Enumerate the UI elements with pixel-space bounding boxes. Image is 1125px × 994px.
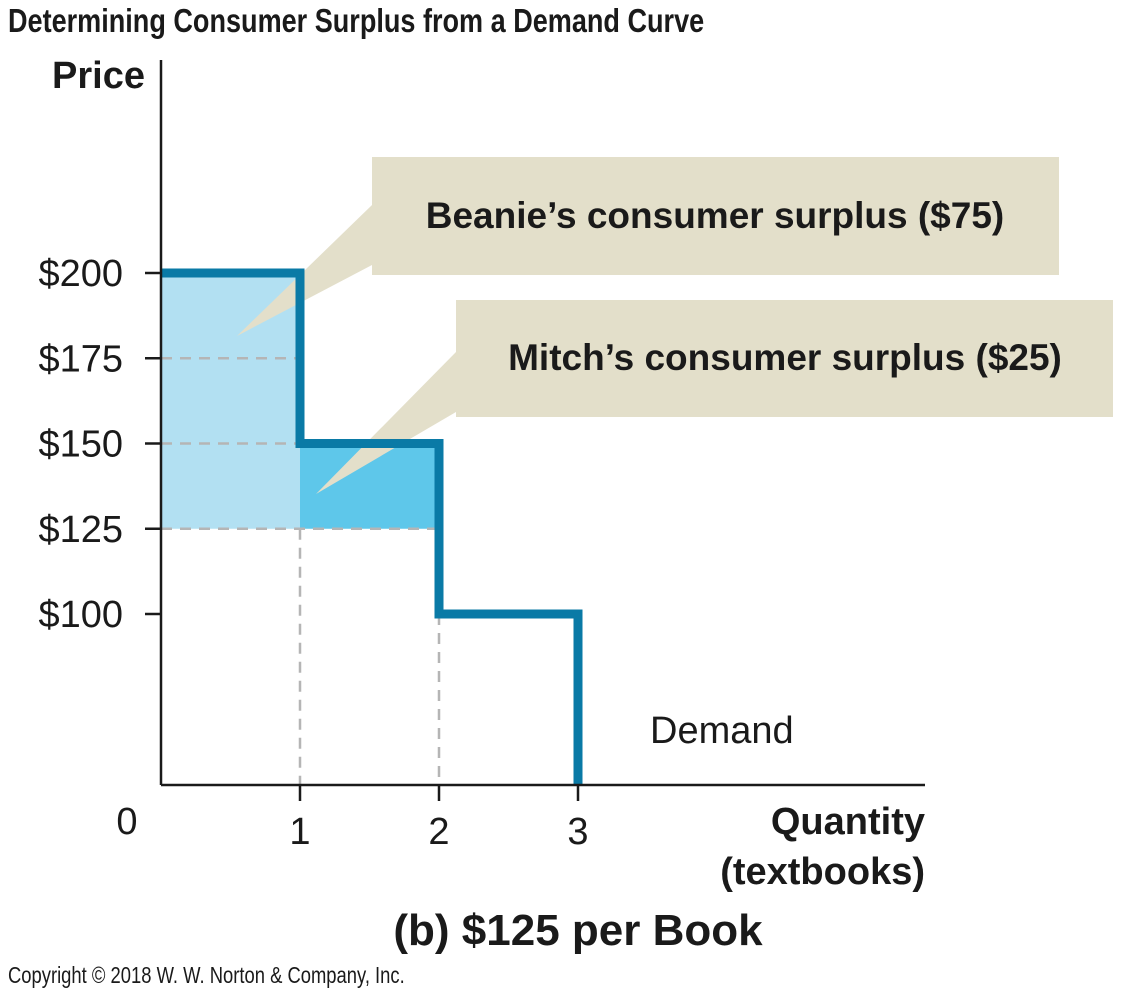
x-axis-label-line2: (textbooks) (720, 851, 925, 893)
ticks: $200 $175 $150 $125 $100 1 2 3 (38, 253, 588, 853)
y-tick-label-3: $125 (38, 509, 123, 551)
axes (159, 60, 925, 787)
demand-label: Demand (650, 710, 794, 752)
callout-box-0 (372, 157, 1059, 275)
chart-title: (b) $125 per Book (393, 906, 763, 955)
demand-curve (161, 268, 583, 785)
surplus-areas (161, 273, 439, 529)
x-tick-label-0: 1 (289, 811, 310, 853)
figure-title: Determining Consumer Surplus from a Dema… (8, 2, 705, 39)
callout-box-1 (456, 300, 1113, 417)
y-tick-label-0: $200 (38, 253, 123, 295)
callout-label-0: Beanie’s consumer surplus ($75) (426, 195, 1005, 236)
callout-pointer-1 (316, 352, 456, 494)
origin-label: 0 (116, 801, 137, 843)
y-axis-label: Price (52, 55, 145, 97)
copyright-notice: Copyright © 2018 W. W. Norton & Company,… (8, 962, 405, 988)
y-tick-label-2: $150 (38, 424, 123, 466)
x-tick-label-2: 3 (567, 811, 588, 853)
demand-curve-group (161, 268, 583, 785)
x-tick-label-1: 2 (428, 811, 449, 853)
callouts: Beanie’s consumer surplus ($75) Mitch’s c… (237, 157, 1113, 494)
guide-lines (161, 357, 441, 785)
y-tick-label-4: $100 (38, 594, 123, 636)
callout-label-1: Mitch’s consumer surplus ($25) (508, 337, 1062, 378)
x-axis-label-line1: Quantity (771, 801, 925, 843)
y-tick-label-1: $175 (38, 338, 123, 380)
surplus-area-0 (161, 273, 300, 529)
